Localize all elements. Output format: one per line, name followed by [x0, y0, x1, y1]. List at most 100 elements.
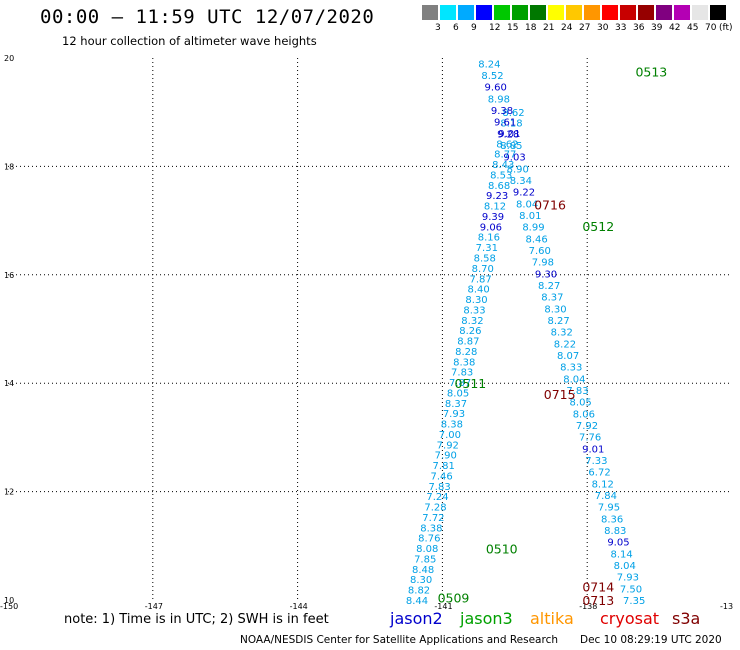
wave-height-value: 8.05	[447, 388, 469, 399]
wave-height-value: 7.60	[529, 246, 551, 257]
scale-swatch	[566, 5, 583, 20]
wave-height-value: 7.84	[595, 491, 617, 502]
units-note: note: 1) Time is in UTC; 2) SWH is in fe…	[64, 612, 329, 627]
wave-height-value: 7.81	[433, 461, 455, 472]
wave-height-value: 8.05	[570, 398, 592, 409]
lat-lon-grid	[8, 58, 732, 600]
wave-height-value: 7.87	[470, 274, 492, 285]
pass-time-label: 0511	[454, 376, 486, 391]
scale-swatch	[476, 5, 493, 20]
wave-height-value: 7.72	[422, 513, 444, 524]
wave-height-value: 8.07	[557, 351, 579, 362]
wave-height-value: 9.01	[498, 129, 520, 140]
scale-swatch	[548, 5, 565, 20]
scale-label: 27	[579, 23, 591, 33]
wave-height-value: 7.98	[532, 258, 554, 269]
wave-height-value: 8.22	[554, 339, 576, 350]
scale-label: 12	[489, 23, 501, 33]
scale-label: 36	[633, 23, 645, 33]
scale-label: 30	[597, 23, 609, 33]
pass-time-label: 0714	[582, 579, 614, 594]
wave-height-value: 9.39	[482, 212, 504, 223]
wave-height-value: 8.62	[502, 108, 524, 119]
wave-height-value: 8.76	[418, 534, 440, 545]
wave-height-value: 8.62	[496, 139, 518, 150]
satellite-label-cryosat: cryosat	[600, 609, 660, 628]
y-tick-label: 14	[4, 379, 14, 388]
wave-height-value: 8.44	[406, 596, 428, 607]
wave-height-value: 7.83	[451, 368, 473, 379]
wave-height-value: 9.30	[535, 269, 557, 280]
scale-swatch	[512, 5, 529, 20]
scale-label: 70	[705, 23, 717, 33]
wave-height-value: 8.04	[516, 199, 538, 210]
credit-text: NOAA/NESDIS Center for Satellite Applica…	[240, 634, 558, 646]
scale-label: 15	[507, 23, 519, 33]
y-tick-label: 20	[4, 54, 14, 63]
wave-height-value: 7.76	[579, 433, 601, 444]
scale-swatch	[620, 5, 637, 20]
wave-height-value: 7.46	[431, 471, 453, 482]
wave-height-value: 7.24	[426, 492, 448, 503]
wave-height-value: 8.83	[604, 526, 626, 537]
wave-height-value: 8.32	[461, 316, 483, 327]
pass-time-label: 0512	[582, 219, 614, 234]
pass-time-label: 0513	[635, 65, 667, 80]
wave-height-value: 9.28	[497, 129, 519, 140]
wave-height-value: 8.26	[459, 326, 481, 337]
x-tick-label: -144	[290, 602, 308, 611]
wave-height-value: 8.38	[453, 357, 475, 368]
wave-height-value: 8.52	[481, 71, 503, 82]
wave-height-value: 8.58	[474, 254, 496, 265]
wave-height-value: 9.23	[486, 191, 508, 202]
x-tick-label: -138	[579, 602, 597, 611]
axis-ticks: -150 -147 -144 -141 -138 -13 10 12 14 16 18 20	[0, 54, 733, 611]
scale-label: 33	[615, 23, 627, 33]
wave-height-value: 8.33	[463, 305, 485, 316]
wave-height-value: 7.00	[439, 430, 461, 441]
x-tick-label: -141	[434, 602, 452, 611]
scale-swatch	[692, 5, 709, 20]
wave-height-value: 8.77	[494, 150, 516, 161]
wave-height-value: 8.70	[472, 264, 494, 275]
scale-label: 18	[525, 23, 537, 33]
wave-height-value: 8.24	[478, 59, 500, 70]
scale-label: (ft)	[719, 23, 733, 33]
wave-height-value: 8.28	[455, 347, 477, 358]
y-tick-label: 10	[4, 596, 14, 605]
satellite-label-s3a: s3a	[672, 609, 701, 628]
wave-height-value: 7.87	[449, 378, 471, 389]
scale-label: 39	[651, 23, 663, 33]
scale-label: 45	[687, 23, 699, 33]
scale-label: 3	[435, 23, 441, 33]
scale-label: 6	[453, 23, 459, 33]
wave-height-value: 8.27	[538, 281, 560, 292]
satellite-label-jason2: jason2	[390, 609, 443, 628]
pass-time-label: 0715	[544, 387, 576, 402]
wave-height-value: 7.93	[617, 573, 639, 584]
wave-height-value: 8.12	[592, 479, 614, 490]
wave-height-value: 8.30	[465, 295, 487, 306]
wave-height-value: 8.37	[445, 399, 467, 410]
wave-height-value: 8.40	[467, 285, 489, 296]
wave-height-value: 8.99	[522, 223, 544, 234]
wave-height-value: 8.01	[519, 211, 541, 222]
wave-height-value: 9.22	[513, 188, 535, 199]
scale-swatch	[530, 5, 547, 20]
wave-height-value: 8.43	[492, 160, 514, 171]
scale-swatch	[656, 5, 673, 20]
wave-height-value: 7.50	[620, 584, 642, 595]
pass-time-label: 0716	[534, 197, 566, 212]
scale-swatch	[494, 5, 511, 20]
x-tick-label: -13	[720, 602, 733, 611]
wave-height-value: 8.30	[410, 575, 432, 586]
y-tick-label: 18	[4, 162, 14, 171]
timestamp-text: Dec 10 08:29:19 UTC 2020	[580, 634, 722, 646]
wave-height-value: 7.92	[576, 421, 598, 432]
wave-height-value: 9.38	[491, 106, 513, 117]
satellite-label-altika: altika	[530, 609, 574, 628]
pass-time-label: 0510	[486, 542, 518, 557]
y-tick-label: 16	[4, 271, 14, 280]
wave-height-value: 9.60	[485, 83, 507, 94]
